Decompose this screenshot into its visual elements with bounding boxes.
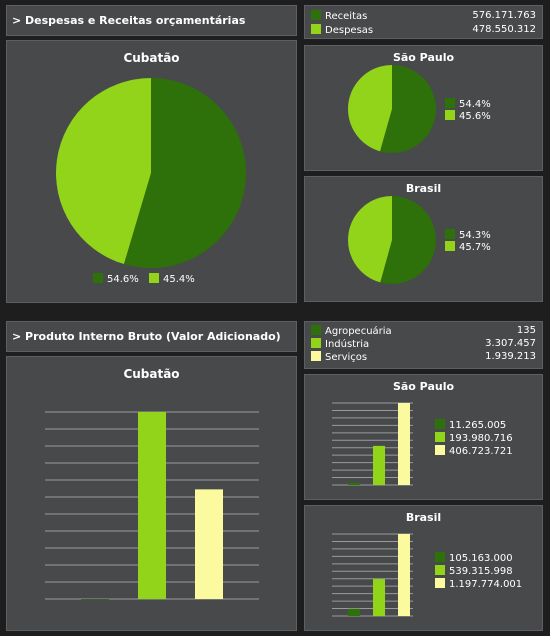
saopaulo-pie-title: São Paulo <box>392 51 455 64</box>
section2-legend: Agropecuária 135 Indústria 3.307.457 Ser… <box>304 321 543 369</box>
cubatao-bar-chart <box>45 411 259 600</box>
legend-agro-label: Agropecuária <box>325 326 392 337</box>
legend-industria-value: 3.307.457 <box>485 338 536 349</box>
legend-despesas: Despesas <box>311 24 373 37</box>
legend-industria: Indústria <box>311 338 369 351</box>
pie-legend-swatch <box>93 273 103 283</box>
bar-value-label: 539.315.998 <box>449 566 513 577</box>
pie-slice-despesas <box>348 65 392 152</box>
pie-legend-swatch <box>149 273 159 283</box>
saopaulo-bar-chart: 11.265.005 193.980.716 406.723.721 <box>332 402 513 486</box>
cubatao-pie-chart: 54.6% 45.4% <box>55 78 246 285</box>
bar-indústria <box>373 579 385 616</box>
bar-serviços <box>398 534 410 616</box>
section1-header[interactable]: > Despesas e Receitas orçamentárias <box>6 5 297 36</box>
pie-legend-swatch <box>445 229 455 239</box>
bar-agropecuária <box>348 482 360 485</box>
bar-agropecuária <box>348 608 360 616</box>
legend-agro-value: 135 <box>516 325 536 336</box>
pie-legend-swatch <box>445 241 455 251</box>
bar-legend-swatch <box>435 578 445 588</box>
cubatao-pie-title: Cubatão <box>123 51 180 65</box>
saopaulo-bar-title: São Paulo <box>392 380 455 393</box>
agro-swatch <box>311 325 321 335</box>
legend-despesas-label: Despesas <box>325 25 374 36</box>
brasil-pie-chart: 54.3%45.7% <box>348 196 491 284</box>
bar-value-label: 1.197.774.001 <box>449 579 522 590</box>
bar-serviços <box>398 403 410 485</box>
bar-legend-swatch <box>435 432 445 442</box>
receitas-swatch <box>311 10 321 20</box>
legend-receitas: Receitas <box>311 10 367 23</box>
brasil-bar-chart: 105.163.000 539.315.998 1.197.774.001 <box>332 533 522 617</box>
legend-servicos: Serviços <box>311 351 367 364</box>
pie-value-label: 45.6% <box>459 111 491 122</box>
bar-agropecuária <box>81 598 109 600</box>
pie-legend-swatch <box>445 98 455 108</box>
saopaulo-bar-panel: São Paulo 11.265.005 193.980.716 406.723.7… <box>304 374 543 500</box>
cubatao-bar-title: Cubatão <box>123 367 180 381</box>
legend-despesas-value: 478.550.312 <box>472 24 536 35</box>
servicos-swatch <box>311 351 321 361</box>
section2-title: > Produto Interno Bruto (Valor Adicionad… <box>12 330 281 343</box>
bar-value-label: 193.980.716 <box>449 433 513 444</box>
brasil-bar-panel: Brasil 105.163.000 539.315.998 1.197.774.0… <box>304 505 543 631</box>
bar-serviços <box>195 489 223 599</box>
section1-title: > Despesas e Receitas orçamentárias <box>12 14 246 27</box>
bar-value-label: 11.265.005 <box>449 420 506 431</box>
pie-value-label: 45.7% <box>459 242 491 253</box>
pie-value-label: 45.4% <box>163 274 195 285</box>
pie-value-label: 54.4% <box>459 99 491 110</box>
bar-value-label: 406.723.721 <box>449 446 513 457</box>
industria-swatch <box>311 338 321 348</box>
bar-indústria <box>373 445 385 485</box>
bar-indústria <box>138 412 166 599</box>
legend-servicos-value: 1.939.213 <box>485 351 536 362</box>
pie-legend-swatch <box>445 110 455 120</box>
brasil-pie-panel: Brasil 54.3% 45.7% <box>304 176 543 302</box>
cubatao-bar-panel: Cubatão <box>6 356 297 631</box>
pie-value-label: 54.3% <box>459 230 491 241</box>
brasil-pie-title: Brasil <box>405 182 442 195</box>
pie-slice-despesas <box>348 196 392 283</box>
pie-slice-receitas <box>123 78 246 268</box>
brasil-bar-title: Brasil <box>405 511 442 524</box>
pie-value-label: 54.6% <box>107 274 139 285</box>
bar-legend-swatch <box>435 552 445 562</box>
legend-receitas-value: 576.171.763 <box>472 10 536 21</box>
bar-value-label: 105.163.000 <box>449 553 513 564</box>
pie-slice-receitas <box>379 65 437 153</box>
saopaulo-pie-chart: 54.4%45.6% <box>348 65 491 153</box>
bar-legend-swatch <box>435 419 445 429</box>
bar-legend-swatch <box>435 565 445 575</box>
legend-agro: Agropecuária <box>311 325 392 338</box>
legend-servicos-label: Serviços <box>325 352 368 363</box>
legend-industria-label: Indústria <box>325 339 370 350</box>
bar-legend-swatch <box>435 445 445 455</box>
cubatao-pie-panel: Cubatão 54.6% 45.4% <box>6 40 297 303</box>
despesas-swatch <box>311 24 321 34</box>
legend-receitas-label: Receitas <box>325 11 368 22</box>
section2-header[interactable]: > Produto Interno Bruto (Valor Adicionad… <box>6 321 297 352</box>
saopaulo-pie-panel: São Paulo 54.4% 45.6% <box>304 45 543 171</box>
section1-legend: Receitas 576.171.763 Despesas 478.550.31… <box>304 5 543 39</box>
pie-slice-receitas <box>380 196 436 284</box>
pie-slice-despesas <box>55 78 152 265</box>
